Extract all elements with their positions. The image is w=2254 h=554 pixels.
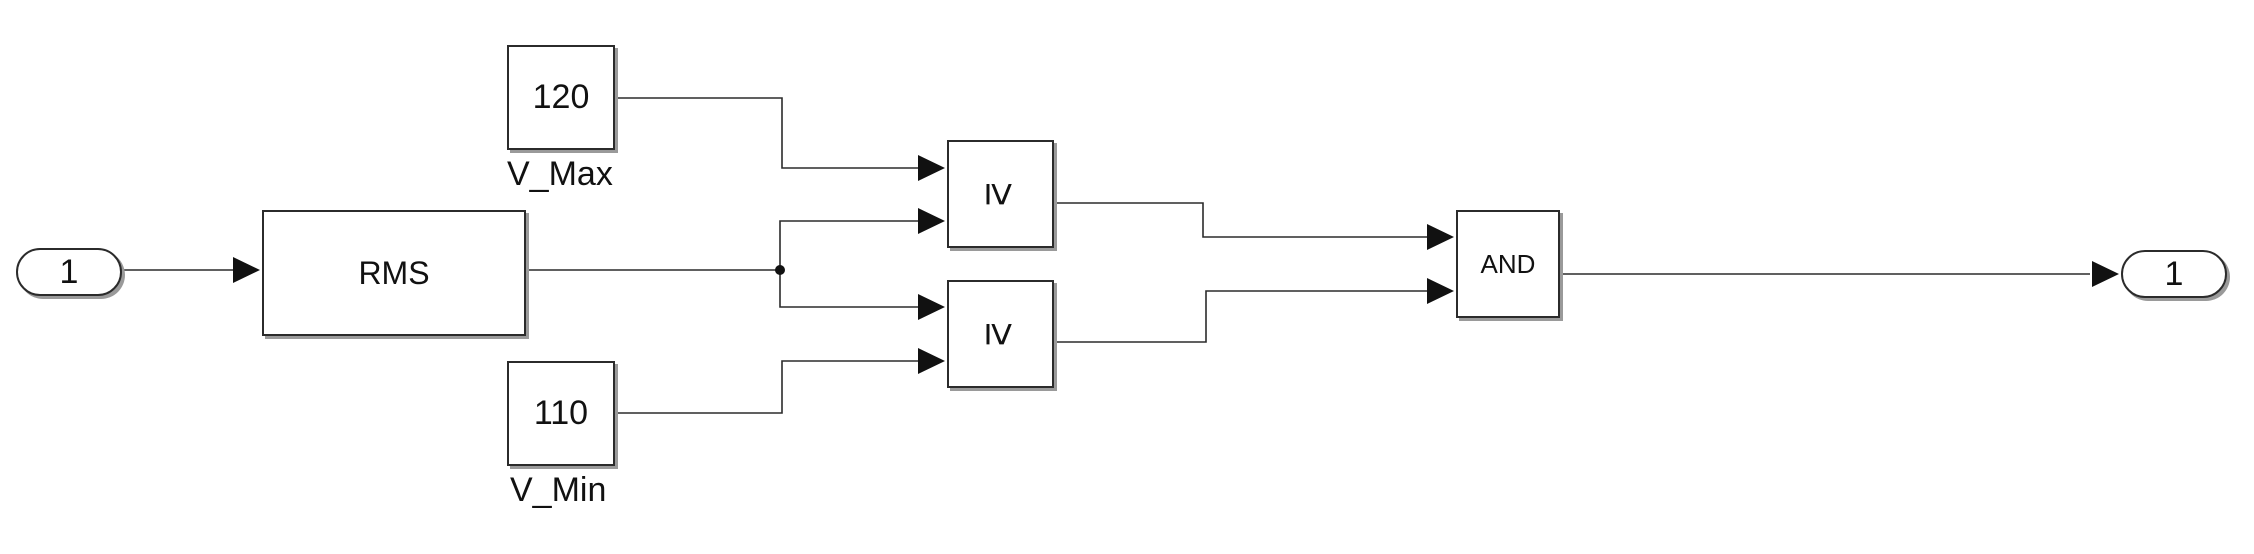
upper-compare-symbol: ≥ bbox=[977, 182, 1025, 206]
v-min-caption: V_Min bbox=[510, 471, 607, 509]
arrow-and-in2 bbox=[1427, 278, 1454, 304]
arrow-lower-compare-in2 bbox=[918, 348, 945, 374]
lower-compare-block[interactable]: ≥ bbox=[947, 280, 1054, 388]
and-block[interactable]: AND bbox=[1456, 210, 1560, 318]
rms-label: RMS bbox=[358, 254, 430, 291]
v-max-value: 120 bbox=[532, 78, 590, 116]
rms-block[interactable]: RMS bbox=[262, 210, 526, 336]
arrow-lower-compare-in1 bbox=[918, 294, 945, 320]
wire-upper-compare-to-and bbox=[1054, 202, 1430, 238]
lower-compare-symbol: ≥ bbox=[977, 322, 1025, 346]
arrow-upper-compare-in2 bbox=[918, 208, 945, 234]
arrow-rms-input bbox=[233, 257, 260, 283]
v-min-value: 110 bbox=[533, 394, 589, 432]
wire-branch-to-lower-compare bbox=[779, 270, 925, 308]
wire-vmin-to-lower-compare bbox=[615, 360, 925, 414]
wire-branch-to-upper-compare bbox=[779, 220, 925, 270]
branch-point bbox=[775, 265, 785, 275]
wire-vmax-to-upper-compare bbox=[615, 97, 925, 169]
v-max-caption: V_Max bbox=[507, 155, 613, 193]
outport-block[interactable]: 1 bbox=[2121, 250, 2227, 298]
v-min-constant-block[interactable]: 110 bbox=[507, 361, 615, 466]
wire-lower-compare-to-and bbox=[1054, 290, 1430, 343]
arrow-outport bbox=[2092, 261, 2119, 287]
arrow-and-in1 bbox=[1427, 224, 1454, 250]
inport-label: 1 bbox=[59, 252, 79, 291]
outport-label: 1 bbox=[2164, 254, 2184, 293]
inport-block[interactable]: 1 bbox=[16, 248, 122, 296]
v-max-constant-block[interactable]: 120 bbox=[507, 45, 615, 150]
and-label: AND bbox=[1480, 248, 1536, 279]
upper-compare-block[interactable]: ≥ bbox=[947, 140, 1054, 248]
arrow-upper-compare-in1 bbox=[918, 155, 945, 181]
